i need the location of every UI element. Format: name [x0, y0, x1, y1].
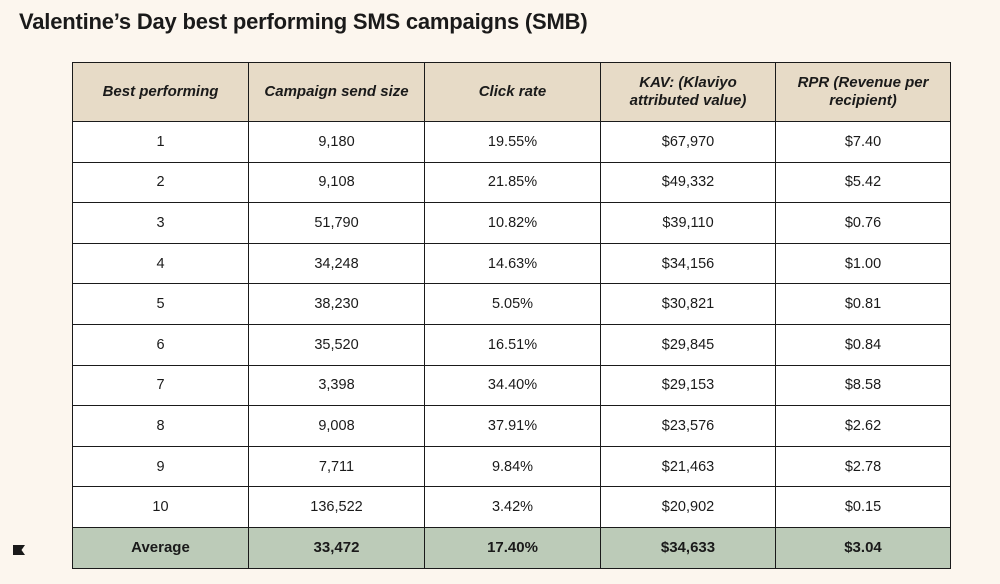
rank-cell: 3 [72, 202, 249, 244]
table-header-row: Best performing Campaign send size Click… [72, 62, 951, 122]
rpr-cell: $2.62 [775, 405, 951, 447]
table-row: 2 9,108 21.85% $49,332 $5.42 [72, 161, 951, 204]
kav-cell: $21,463 [600, 445, 776, 488]
rpr-cell: $8.58 [775, 364, 951, 407]
rpr-cell: $2.78 [775, 445, 951, 488]
rpr-cell: $5.42 [775, 161, 951, 204]
send-size-cell: 51,790 [248, 202, 425, 244]
rpr-cell: $0.84 [775, 323, 951, 366]
rpr-cell: $0.76 [775, 202, 951, 244]
column-header-best-performing: Best performing [72, 62, 249, 122]
page-title: Valentine’s Day best performing SMS camp… [19, 9, 588, 34]
click-rate-cell: 14.63% [424, 242, 601, 285]
rank-cell: 4 [72, 242, 249, 285]
table-row: 10 136,522 3.42% $20,902 $0.15 [72, 486, 951, 528]
table-row: 9 7,711 9.84% $21,463 $2.78 [72, 445, 951, 488]
column-header-click-rate: Click rate [424, 62, 601, 122]
rpr-cell: $0.81 [775, 283, 951, 325]
kav-cell: $29,153 [600, 364, 776, 407]
click-rate-cell: 19.55% [424, 121, 601, 163]
send-size-cell: 7,711 [248, 445, 425, 488]
table-row: 5 38,230 5.05% $30,821 $0.81 [72, 283, 951, 325]
rpr-cell: $1.00 [775, 242, 951, 285]
kav-cell: $34,156 [600, 242, 776, 285]
table-row: 3 51,790 10.82% $39,110 $0.76 [72, 202, 951, 244]
average-send-size-cell: 33,472 [248, 526, 425, 569]
rpr-cell: $0.15 [775, 486, 951, 528]
click-rate-cell: 10.82% [424, 202, 601, 244]
send-size-cell: 35,520 [248, 323, 425, 366]
average-label-cell: Average [72, 526, 249, 569]
kav-cell: $30,821 [600, 283, 776, 325]
table-row: 7 3,398 34.40% $29,153 $8.58 [72, 364, 951, 407]
kav-cell: $23,576 [600, 405, 776, 447]
average-kav-cell: $34,633 [600, 526, 776, 569]
rank-cell: 9 [72, 445, 249, 488]
click-rate-cell: 3.42% [424, 486, 601, 528]
average-row: Average 33,472 17.40% $34,633 $3.04 [72, 526, 951, 569]
kav-cell: $29,845 [600, 323, 776, 366]
click-rate-cell: 34.40% [424, 364, 601, 407]
send-size-cell: 9,008 [248, 405, 425, 447]
kav-cell: $49,332 [600, 161, 776, 204]
column-header-kav: KAV: (Klaviyo attributed value) [600, 62, 776, 122]
click-rate-cell: 9.84% [424, 445, 601, 488]
rank-cell: 5 [72, 283, 249, 325]
table-row: 4 34,248 14.63% $34,156 $1.00 [72, 242, 951, 285]
table-row: 8 9,008 37.91% $23,576 $2.62 [72, 405, 951, 447]
send-size-cell: 38,230 [248, 283, 425, 325]
send-size-cell: 34,248 [248, 242, 425, 285]
average-rpr-cell: $3.04 [775, 526, 951, 569]
click-rate-cell: 37.91% [424, 405, 601, 447]
rank-cell: 6 [72, 323, 249, 366]
column-header-rpr: RPR (Revenue per recipient) [775, 62, 951, 122]
click-rate-cell: 16.51% [424, 323, 601, 366]
table-row: 1 9,180 19.55% $67,970 $7.40 [72, 121, 951, 163]
kav-cell: $39,110 [600, 202, 776, 244]
send-size-cell: 9,180 [248, 121, 425, 163]
rank-cell: 7 [72, 364, 249, 407]
click-rate-cell: 21.85% [424, 161, 601, 204]
rank-cell: 2 [72, 161, 249, 204]
rank-cell: 10 [72, 486, 249, 528]
average-click-rate-cell: 17.40% [424, 526, 601, 569]
rpr-cell: $7.40 [775, 121, 951, 163]
click-rate-cell: 5.05% [424, 283, 601, 325]
send-size-cell: 9,108 [248, 161, 425, 204]
campaigns-table: Best performing Campaign send size Click… [72, 62, 951, 569]
klaviyo-flag-icon [13, 545, 25, 555]
send-size-cell: 3,398 [248, 364, 425, 407]
rank-cell: 1 [72, 121, 249, 163]
rank-cell: 8 [72, 405, 249, 447]
send-size-cell: 136,522 [248, 486, 425, 528]
kav-cell: $67,970 [600, 121, 776, 163]
table-row: 6 35,520 16.51% $29,845 $0.84 [72, 323, 951, 366]
column-header-send-size: Campaign send size [248, 62, 425, 122]
kav-cell: $20,902 [600, 486, 776, 528]
